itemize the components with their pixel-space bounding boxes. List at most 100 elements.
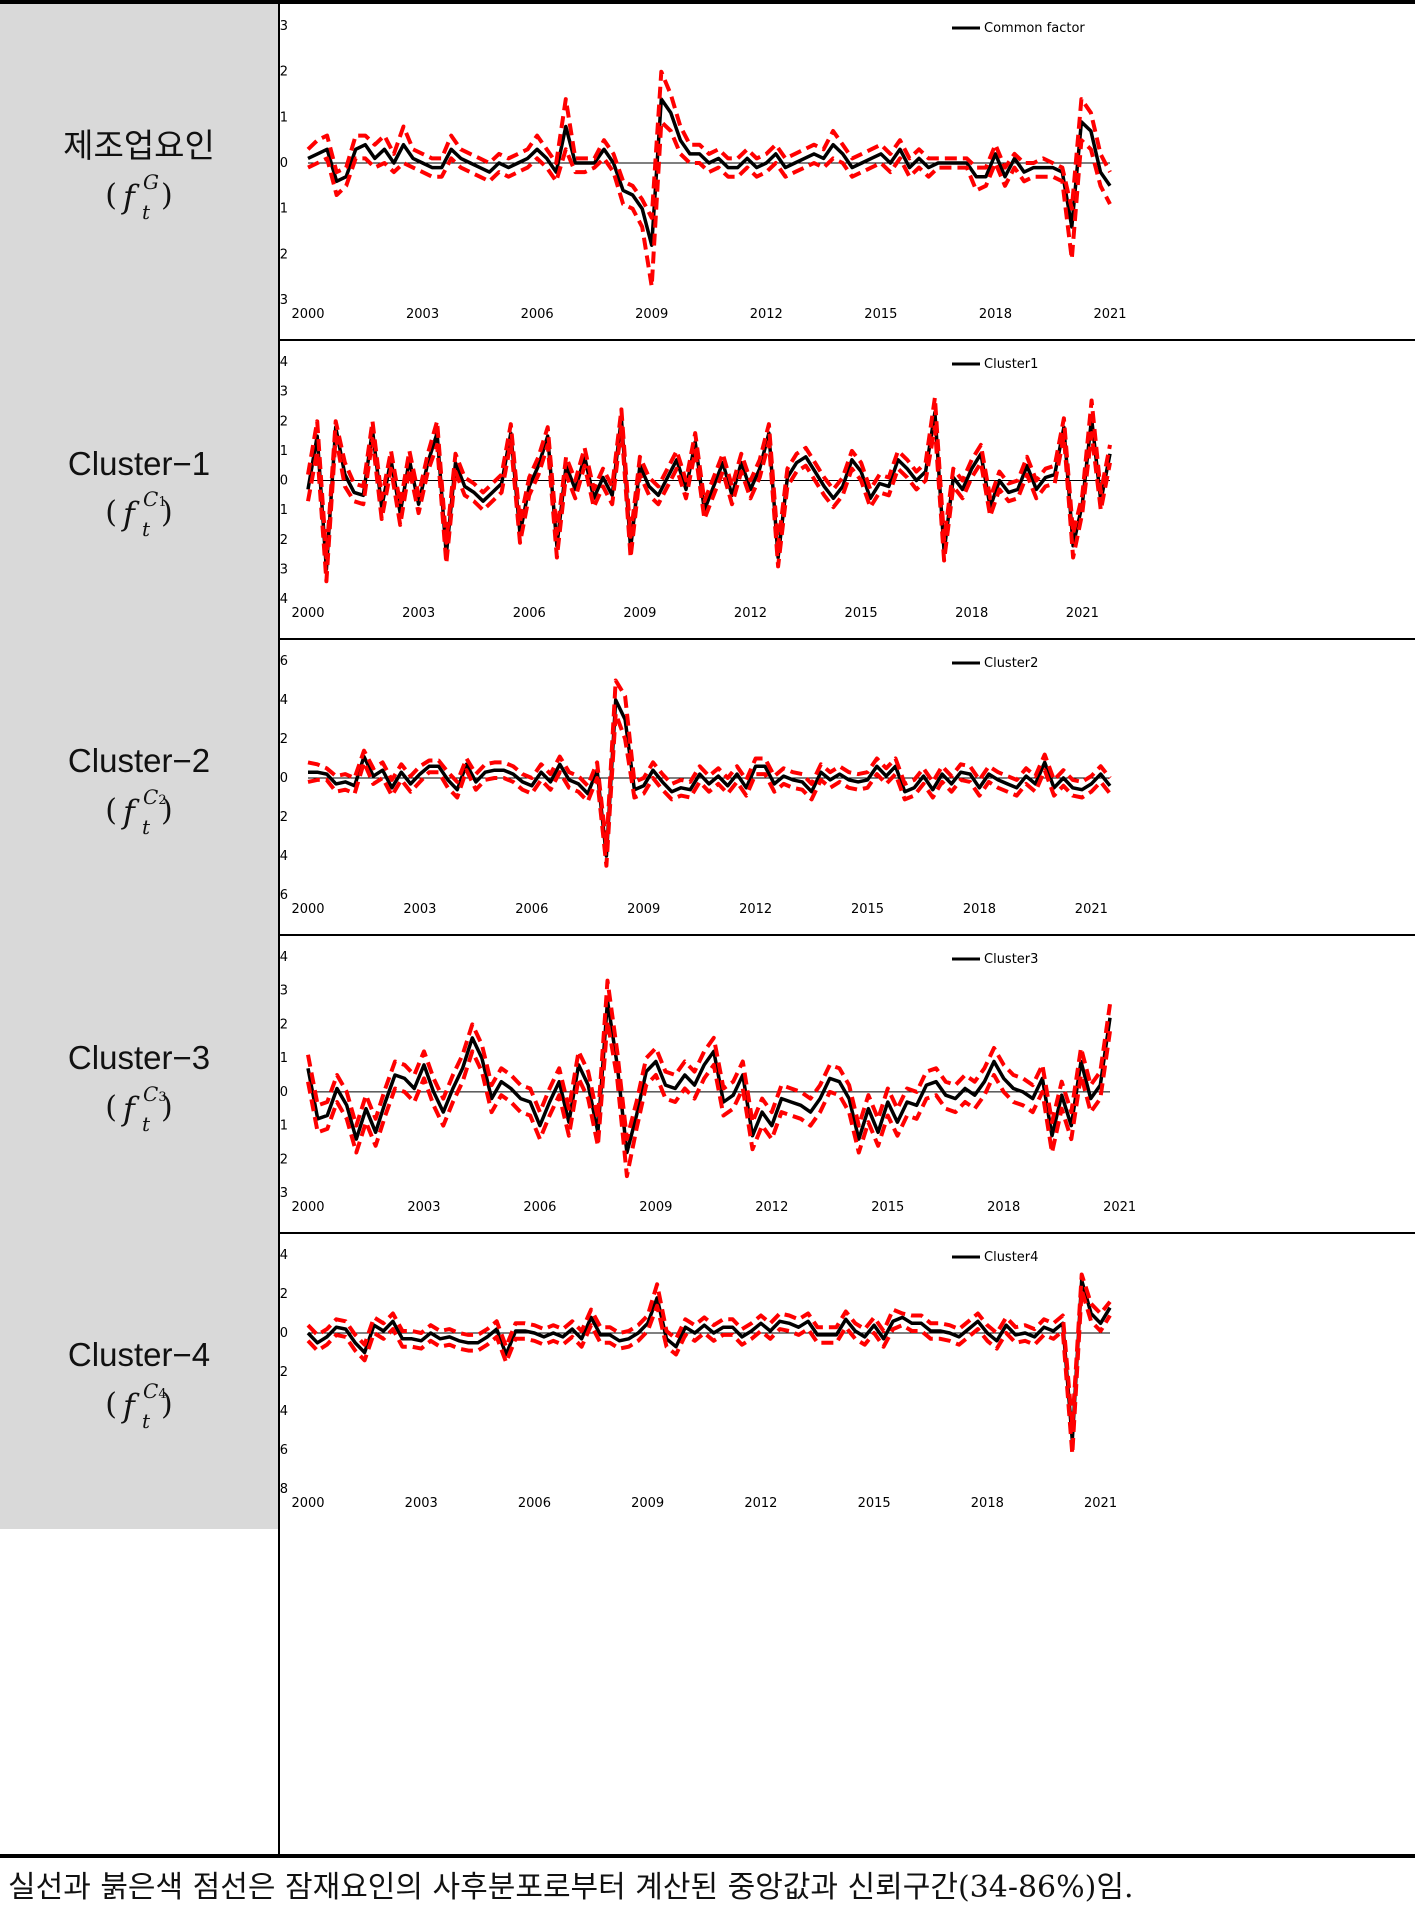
y-tick-label: -4 (280, 849, 288, 864)
factor-symbol: (f C2 t) (105, 784, 173, 839)
y-tick-label: -6 (280, 1443, 288, 1458)
x-tick-label: 2018 (979, 307, 1012, 322)
y-tick-label: 2 (280, 1017, 288, 1032)
median-series-line (307, 97, 1112, 247)
y-tick-label: 4 (280, 355, 288, 370)
row-label-cell: Cluster−4 (f C4 t) (0, 1233, 278, 1529)
chart-legend: Cluster1 (952, 357, 1038, 372)
upper-band-line (306, 1272, 1112, 1429)
symbol-superscript: C1 (143, 487, 167, 512)
y-tick-label: -2 (280, 1365, 288, 1380)
factor-symbol: (f C3 t) (105, 1081, 173, 1136)
x-tick-label: 2000 (291, 606, 324, 621)
table-rule (0, 1854, 1415, 1858)
x-tick-label: 2006 (523, 1200, 556, 1215)
symbol-superscript: C2 (143, 784, 167, 809)
y-tick-label: -2 (280, 1152, 288, 1167)
table-rule (0, 1232, 1415, 1234)
row-label-cell: Cluster−3 (f C3 t) (0, 935, 278, 1233)
y-tick-label: 2 (280, 732, 288, 747)
y-tick-label: 6 (280, 654, 288, 669)
y-tick-label: 2 (280, 65, 288, 80)
x-tick-label: 2006 (513, 606, 546, 621)
lower-band-line (306, 1019, 1112, 1179)
row-label: 제조업요인 (63, 127, 215, 165)
y-tick-label: 0 (280, 771, 288, 786)
x-tick-label: 2009 (639, 1200, 672, 1215)
y-tick-label: 2 (280, 1287, 288, 1302)
x-tick-label: 2006 (515, 902, 548, 917)
factor-symbol: (f C1 t) (105, 487, 173, 542)
row-label-cell: Cluster−1 (f C1 t) (0, 340, 278, 639)
y-tick-label: 1 (280, 110, 288, 125)
legend-label: Cluster4 (984, 1250, 1038, 1265)
y-tick-label: 1 (280, 1051, 288, 1066)
y-tick-label: -2 (280, 247, 288, 262)
y-tick-label: 4 (280, 1248, 288, 1263)
x-tick-label: 2015 (864, 307, 897, 322)
upper-band-line (307, 678, 1112, 849)
x-tick-label: 2021 (1084, 1496, 1117, 1511)
x-tick-label: 2009 (623, 606, 656, 621)
y-tick-label: 4 (280, 950, 288, 965)
x-tick-label: 2021 (1075, 902, 1108, 917)
upper-band-line (306, 978, 1112, 1142)
y-tick-label: 2 (280, 414, 288, 429)
row-label: Cluster−3 (67, 1039, 211, 1077)
table-rule (0, 339, 1415, 341)
y-tick-label: -1 (280, 202, 288, 217)
results-table: 제조업요인 (fGt) 3 2 1 0 -1 -2 -3 2000 2003 2006 2009 2012… (0, 0, 1415, 1858)
median-series-line (306, 999, 1112, 1155)
legend-label: Cluster3 (984, 952, 1038, 967)
legend-label: Cluster2 (984, 656, 1038, 671)
y-tick-label: -4 (280, 1404, 288, 1419)
factor-symbol: (f C4 t) (105, 1378, 173, 1433)
table-rule (0, 0, 1415, 4)
x-tick-label: 2015 (858, 1496, 891, 1511)
x-tick-label: 2021 (1066, 606, 1099, 621)
y-tick-label: -8 (280, 1482, 288, 1497)
y-tick-label: -3 (280, 293, 288, 308)
x-tick-label: 2009 (635, 307, 668, 322)
median-series-line (308, 698, 1112, 858)
y-tick-label: -1 (280, 503, 288, 518)
symbol-superscript: C3 (143, 1081, 167, 1106)
x-tick-label: 2018 (963, 902, 996, 917)
lower-band-line (307, 711, 1112, 868)
y-tick-label: -3 (280, 562, 288, 577)
table-rule (0, 934, 1415, 936)
lower-band-line (307, 119, 1112, 289)
y-tick-label: 1 (280, 444, 288, 459)
x-tick-label: 2003 (403, 902, 436, 917)
lower-band-line (306, 1288, 1112, 1456)
x-tick-label: 2000 (291, 1200, 324, 1215)
x-tick-label: 2012 (739, 902, 772, 917)
x-tick-label: 2003 (405, 1496, 438, 1511)
x-tick-label: 2018 (971, 1496, 1004, 1511)
row-label-cell: Cluster−2 (f C2 t) (0, 639, 278, 935)
x-tick-label: 2009 (627, 902, 660, 917)
x-tick-label: 2006 (518, 1496, 551, 1511)
x-tick-label: 2012 (734, 606, 767, 621)
y-tick-label: 3 (280, 984, 288, 999)
x-tick-label: 2003 (406, 307, 439, 322)
y-tick-label: -4 (280, 592, 288, 607)
x-tick-label: 2000 (291, 1496, 324, 1511)
y-tick-label: -1 (280, 1119, 288, 1134)
y-tick-label: -2 (280, 810, 288, 825)
chart-legend: Cluster4 (952, 1250, 1038, 1265)
